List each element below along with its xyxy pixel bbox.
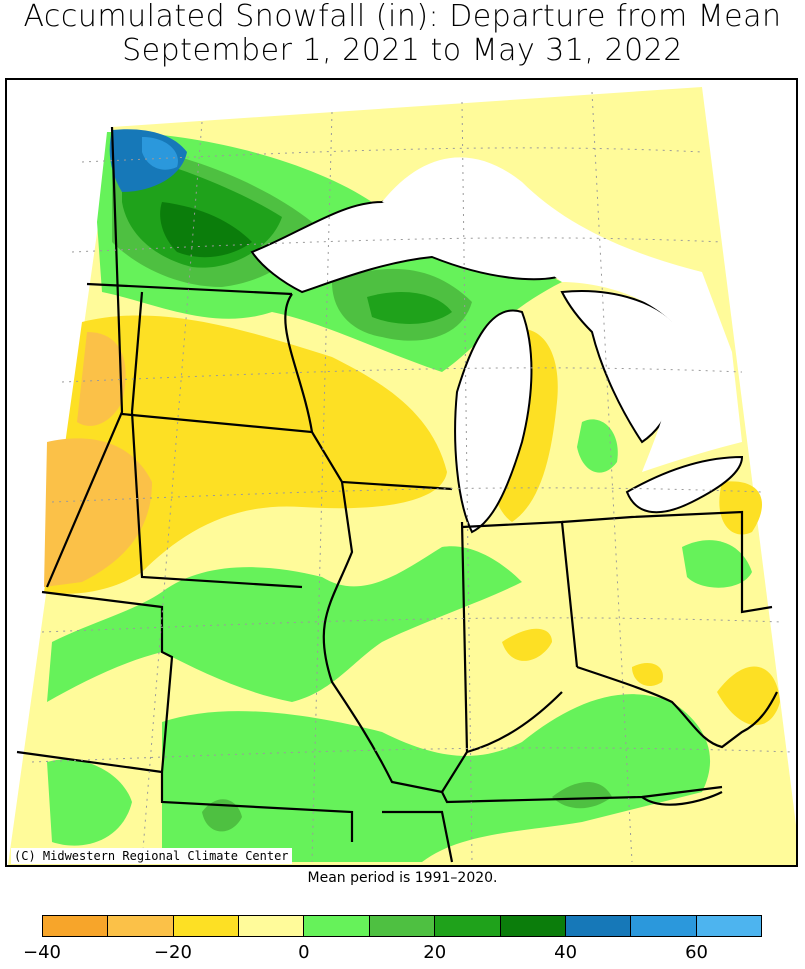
legend-bin (43, 916, 109, 936)
mean-period-note: Mean period is 1991–2020. (307, 870, 498, 886)
surplus-region-kentucky-core (552, 782, 612, 809)
state-boundaries (16, 126, 778, 863)
graticule (31, 91, 793, 863)
legend-bin (435, 916, 501, 936)
legend-bin (565, 916, 632, 936)
deficit-region-west (44, 315, 447, 594)
legend-bin (304, 916, 370, 936)
surplus-region-south (162, 694, 711, 862)
legend-bin (500, 916, 566, 936)
legend-tick-label: 60 (685, 942, 708, 963)
legend-bin (173, 916, 240, 936)
deficit-region-ohio (719, 481, 762, 535)
surplus-region-far-north-core (142, 137, 178, 170)
surplus-region-michigan (577, 419, 618, 473)
surplus-region-upper-peninsula-core (367, 292, 452, 324)
legend-colorbar (42, 915, 762, 937)
lake-michigan (454, 309, 533, 534)
deficit-region-appalachia (717, 666, 780, 726)
snowfall-departure-map (7, 87, 796, 865)
legend-bin (108, 916, 174, 936)
legend-bin (631, 916, 697, 936)
canada-region (382, 157, 742, 472)
surplus-region-ohio (682, 540, 752, 588)
map-frame (5, 78, 798, 867)
map-title: Accumulated Snowfall (in): Departure fro… (23, 0, 782, 34)
legend-tick-label: 40 (554, 942, 578, 963)
copyright-notice: (C) Midwestern Regional Climate Center (11, 848, 292, 864)
map-date-range: September 1, 2021 to May 31, 2022 (122, 33, 683, 68)
legend-tick-label: 20 (423, 942, 447, 963)
lake-huron (560, 290, 684, 444)
surplus-region-arrowhead-core (160, 202, 252, 258)
deficit-region-northwest (77, 332, 126, 426)
legend-bin (696, 916, 761, 936)
surplus-region-missouri-core (202, 799, 242, 832)
legend-bin (239, 916, 305, 936)
legend-tick-label: 0 (298, 942, 310, 963)
surplus-region-central (47, 546, 522, 702)
surplus-region-southwest (47, 759, 132, 846)
deficit-region-southwest (44, 438, 152, 587)
lake-erie (625, 455, 744, 514)
deficit-region-indiana (502, 628, 552, 661)
legend-tick-label: −20 (153, 942, 192, 963)
legend-tick-label: −40 (23, 942, 61, 963)
legend-bin (369, 916, 436, 936)
deficit-region-kentucky (632, 662, 663, 687)
